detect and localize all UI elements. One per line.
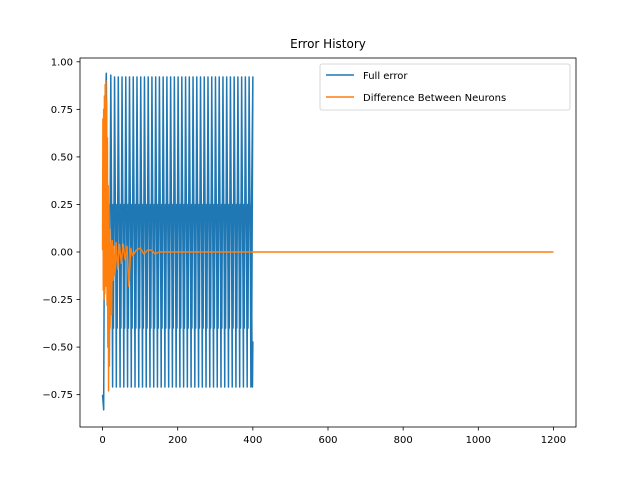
plot-area bbox=[101, 72, 554, 411]
x-tick-label: 0 bbox=[99, 435, 105, 446]
series-line-full-error bbox=[101, 72, 254, 411]
legend-box bbox=[319, 63, 571, 111]
legend-label: Difference Between Neurons bbox=[363, 93, 506, 104]
x-tick-label: 400 bbox=[243, 435, 262, 446]
x-tick-label: 1000 bbox=[466, 435, 491, 446]
series-group bbox=[101, 72, 554, 411]
axes: 0 200 400 600 800 1000 1200 −0.75 −0.50 −0.25 0.00… bbox=[42, 57, 577, 446]
y-tick-label: −0.75 bbox=[42, 390, 73, 401]
y-tick-label: 1.00 bbox=[51, 57, 73, 68]
x-tick-label: 600 bbox=[318, 435, 337, 446]
x-tick-label: 1200 bbox=[541, 435, 566, 446]
y-tick-label: −0.50 bbox=[42, 343, 73, 354]
x-tick-label: 200 bbox=[168, 435, 187, 446]
y-tick-label: 0.00 bbox=[51, 248, 73, 259]
y-tick-label: 0.50 bbox=[51, 152, 73, 163]
x-tick-label: 800 bbox=[394, 435, 413, 446]
legend-label: Full error bbox=[363, 71, 408, 82]
chart-title: Error History bbox=[290, 37, 366, 51]
legend: Full error Difference Between Neurons bbox=[319, 63, 571, 111]
y-tick-label: 0.25 bbox=[51, 200, 73, 211]
series-line-difference-between-neurons bbox=[101, 80, 554, 392]
y-tick-label: 0.75 bbox=[51, 105, 73, 116]
y-tick-label: −0.25 bbox=[42, 295, 73, 306]
